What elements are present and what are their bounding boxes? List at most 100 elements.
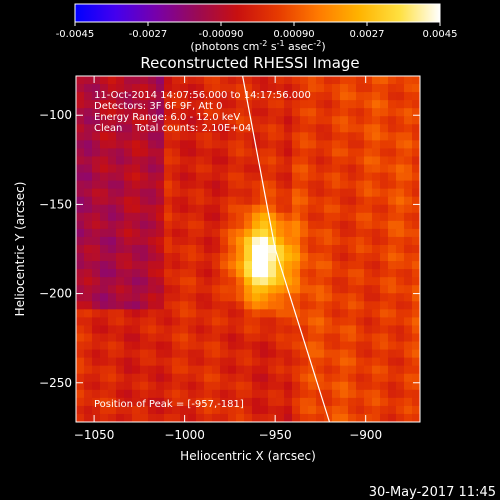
heatmap-cell [404,397,413,407]
heatmap-cell [372,261,381,270]
heatmap-cell [204,228,213,238]
heatmap-cell [276,124,285,133]
heatmap-cell [308,116,317,125]
heatmap-cell [220,317,229,327]
heatmap-cell [148,325,157,335]
heatmap-cell [332,341,341,351]
heatmap-cell [292,228,301,238]
heatmap-cell [116,76,125,85]
heatmap-cell [228,309,237,318]
heatmap-cell [212,261,221,270]
heatmap-cell [124,164,133,174]
heatmap-cell [196,333,205,343]
heatmap-cell [276,212,285,222]
heatmap-cell [364,333,373,343]
heatmap-cell [92,317,101,327]
heatmap-cell [76,92,85,101]
heatmap-cell [140,253,149,262]
heatmap-cell [100,116,109,125]
heatmap-cell [284,100,293,109]
heatmap-cell [108,108,117,117]
heatmap-cell [276,180,285,190]
heatmap-cell [164,261,173,270]
heatmap-cell [412,204,420,214]
heatmap-cell [308,156,317,166]
heatmap-cell [236,92,245,101]
heatmap-cell [284,132,293,141]
heatmap-cell [380,116,389,125]
heatmap-cell [348,357,357,367]
heatmap-cell [156,108,165,117]
heatmap-cell [148,116,157,125]
heatmap-cell [276,405,285,415]
heatmap-cell [132,180,141,190]
heatmap-cell [148,341,157,351]
heatmap-cell [108,405,117,415]
heatmap-cell [268,365,277,375]
heatmap-cell [228,108,237,117]
heatmap-cell [244,389,253,399]
heatmap-cell [300,108,309,117]
heatmap-cell [300,140,309,150]
heatmap-cell [196,140,205,150]
heatmap-cell [100,405,109,415]
heatmap-cell [372,164,381,174]
heatmap-cell [356,397,365,407]
heatmap-cell [372,172,381,182]
heatmap-cell [332,253,341,262]
heatmap-cell [372,317,381,327]
heatmap-cell [292,325,301,335]
heatmap-cell [92,228,101,238]
heatmap-cell [156,204,165,214]
heatmap-cell [156,325,165,335]
heatmap-cell [116,317,125,327]
heatmap-cell [260,236,269,246]
heatmap-cell [188,413,197,422]
heatmap-cell [100,236,109,246]
heatmap-cell [212,196,221,206]
heatmap-cell [340,341,349,351]
heatmap-cell [132,244,141,254]
heatmap-cell [236,244,245,254]
heatmap-cell [276,84,285,93]
heatmap-cell [308,285,317,294]
heatmap-cell [380,365,389,375]
heatmap-cell [100,188,109,198]
heatmap-cell [316,253,325,262]
heatmap-cell [76,397,85,407]
heatmap-cell [244,228,253,238]
heatmap-cell [228,325,237,335]
heatmap-cell [388,140,397,150]
heatmap-cell [260,285,269,294]
heatmap-cell [212,373,221,383]
heatmap-cell [316,84,325,93]
heatmap-cell [308,140,317,150]
heatmap-cell [244,253,253,262]
heatmap-cell [164,132,173,141]
heatmap-cell [268,236,277,246]
heatmap-cell [132,413,141,422]
heatmap-cell [100,124,109,133]
heatmap-cell [412,269,420,278]
heatmap-cell [84,124,93,133]
heatmap-cell [316,373,325,383]
heatmap-cell [372,413,381,422]
heatmap-cell [316,140,325,150]
heatmap-cell [260,261,269,270]
heatmap-cell [284,341,293,351]
heatmap-cell [84,285,93,294]
heatmap-cell [236,164,245,174]
heatmap-cell [348,148,357,158]
heatmap-cell [236,397,245,407]
heatmap-cell [340,277,349,286]
heatmap-cell [188,349,197,359]
heatmap-cell [260,293,269,302]
heatmap-cell [364,293,373,302]
heatmap-cell [100,244,109,254]
heatmap-cell [220,92,229,101]
heatmap-cell [364,172,373,182]
heatmap-cell [236,349,245,359]
heatmap-cell [300,397,309,407]
heatmap-cell [164,365,173,375]
heatmap-cell [228,220,237,230]
